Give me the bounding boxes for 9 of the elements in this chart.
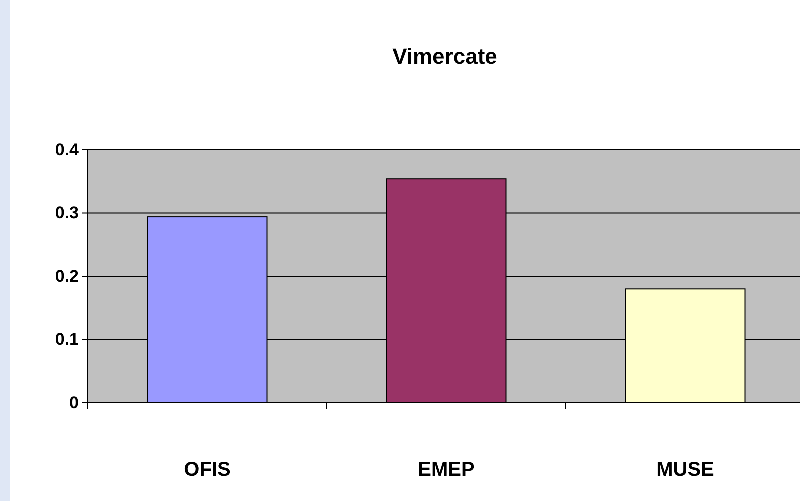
- y-tick-label: 0.3: [55, 204, 79, 223]
- chart-title: Vimercate: [392, 44, 498, 69]
- x-tick-label: MUSE: [656, 459, 714, 481]
- y-tick-label: 0: [70, 393, 79, 412]
- y-tick-label: 0.2: [55, 266, 79, 286]
- x-tick-label: OFIS: [184, 459, 231, 481]
- y-tick-label: 0.1: [55, 330, 79, 350]
- y-tick-label: 0.4: [55, 140, 80, 160]
- x-tick-label: EMEP: [418, 459, 475, 481]
